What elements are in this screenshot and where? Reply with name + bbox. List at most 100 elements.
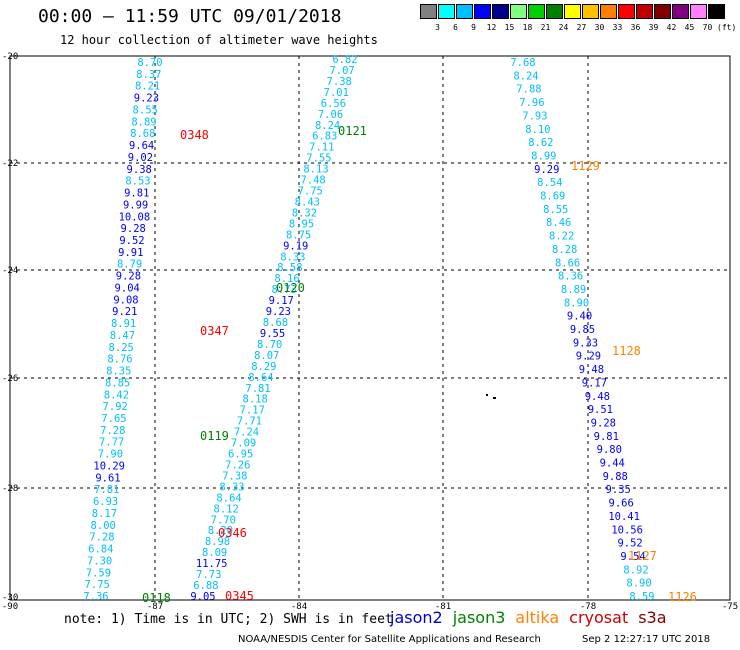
wave-height-value: 7.36: [83, 591, 108, 603]
wave-height-value: 8.33: [280, 251, 305, 263]
wave-height-value: 7.71: [237, 416, 262, 428]
wave-height-value: 9.61: [95, 472, 120, 484]
wave-height-value: 6.56: [321, 98, 346, 110]
wave-height-value: 10.56: [611, 524, 643, 536]
latitude-label: -22: [2, 159, 18, 169]
wave-height-value: 8.92: [623, 564, 648, 576]
map-title: 00:00 – 11:59 UTC 09/01/2018: [38, 6, 342, 27]
color-swatch: [420, 4, 437, 19]
color-scale-label: 6: [453, 23, 458, 32]
wave-height-value: 7.90: [98, 449, 123, 461]
wave-height-value: 10.41: [608, 511, 640, 523]
wave-height-value: 6.93: [93, 496, 118, 508]
wave-height-value: 8.53: [125, 176, 150, 188]
wave-height-value: 8.70: [257, 339, 282, 351]
longitude-label: -87: [147, 602, 163, 612]
wave-height-value: 8.89: [131, 116, 156, 128]
pass-time-label: 1127: [628, 549, 657, 563]
wave-height-value: 9.51: [588, 404, 613, 416]
wave-height-value: 7.73: [196, 569, 221, 581]
pass-time-label: 0119: [200, 429, 229, 443]
wave-height-value: 9.29: [534, 164, 559, 176]
wave-height-value: 7.30: [87, 555, 112, 567]
wave-height-value: 7.28: [89, 532, 114, 544]
color-scale-label: 24: [558, 23, 569, 32]
wave-height-value: 8.73: [271, 284, 296, 296]
altimeter-tracks: 8.708.378.219.238.558.898.689.649.029.38…: [83, 54, 654, 603]
color-scale-label: 18: [522, 23, 533, 32]
wave-height-value: 7.09: [231, 438, 256, 450]
pass-time-label: 0347: [200, 324, 229, 338]
color-scale-label: 12: [486, 23, 497, 32]
color-swatch: [510, 4, 527, 19]
wave-height-value: 8.75: [286, 229, 311, 241]
track-right: 7.688.247.887.967.938.108.628.999.298.54…: [510, 57, 654, 603]
latitude-label: -20: [2, 52, 18, 62]
wave-height-value: 8.47: [110, 330, 135, 342]
wave-height-value: 8.28: [552, 244, 577, 256]
wave-height-value: 8.25: [109, 342, 134, 354]
wave-height-value: 9.55: [260, 328, 285, 340]
wave-height-value: 9.29: [576, 351, 601, 363]
wave-height-value: 9.80: [597, 444, 622, 456]
latitude-label: -24: [2, 266, 18, 276]
wave-height-value: 7.38: [327, 76, 352, 88]
wave-height-value: 8.76: [107, 354, 132, 366]
wave-height-value: 7.75: [298, 186, 323, 198]
wave-height-value: 8.58: [277, 262, 302, 274]
pass-time-label: 0120: [276, 281, 305, 295]
pass-time-label: 0348: [180, 128, 209, 142]
wave-height-value: 8.24: [513, 70, 538, 82]
wave-height-value: 7.24: [234, 427, 259, 439]
wave-height-value: 9.17: [582, 377, 607, 389]
satellite-legend-item: jason3: [452, 608, 506, 627]
wave-height-value: 8.36: [558, 271, 583, 283]
wave-height-value: 6.88: [193, 580, 218, 592]
wave-height-value: 8.99: [531, 150, 556, 162]
wave-height-value: 8.37: [136, 69, 161, 81]
wave-height-value: 7.77: [99, 437, 124, 449]
wave-height-value: 9.28: [116, 271, 141, 283]
wave-height-value: 7.70: [211, 514, 236, 526]
longitude-label: -78: [580, 602, 596, 612]
wave-height-value: 9.38: [127, 164, 152, 176]
land-speck: [493, 397, 496, 399]
wave-height-value: 7.81: [94, 484, 119, 496]
map-subtitle: 12 hour collection of altimeter wave hei…: [60, 33, 378, 47]
wave-height-value: 8.85: [105, 377, 130, 389]
wave-height-value: 8.46: [546, 217, 571, 229]
longitude-label: -75: [722, 602, 738, 612]
color-swatch: [708, 4, 725, 19]
generation-timestamp: Sep 2 12:27:17 UTC 2018: [582, 634, 711, 645]
wave-height-value: 8.55: [133, 104, 158, 116]
wave-height-value: 8.89: [561, 284, 586, 296]
longitude-label: -84: [291, 602, 307, 612]
wave-height-value: 8.32: [292, 207, 317, 219]
wave-height-value: 9.66: [609, 498, 634, 510]
latitude-label: -30: [2, 593, 18, 603]
wave-height-value: 8.55: [543, 204, 568, 216]
pass-time-label: 0345: [225, 589, 254, 603]
wave-height-value: 9.19: [283, 240, 308, 252]
wave-height-value: 8.79: [117, 259, 142, 271]
wave-height-value: 7.01: [324, 87, 349, 99]
wave-height-value: 8.33: [219, 481, 244, 493]
pass-time-label: 0121: [338, 124, 367, 138]
wave-height-value: 9.54: [620, 551, 645, 563]
wave-height-value: 8.10: [525, 124, 550, 136]
wave-height-value: 9.23: [134, 93, 159, 105]
color-scale-label: 39: [648, 23, 659, 32]
color-scale-label: 36: [630, 23, 641, 32]
color-swatch: [528, 4, 545, 19]
wave-height-value: 9.02: [128, 152, 153, 164]
wave-height-value: 9.81: [124, 188, 149, 200]
color-swatch: [672, 4, 689, 19]
color-scale-label: 15: [504, 23, 515, 32]
pass-time-label: 1128: [612, 344, 641, 358]
wave-height-value: 9.33: [573, 337, 598, 349]
wave-height-value: 9.05: [190, 591, 215, 603]
latitude-label: -28: [2, 484, 18, 494]
wave-height-value: 8.22: [549, 231, 574, 243]
longitude-label: -81: [435, 602, 451, 612]
track-mid: 6.827.077.387.016.567.068.246.837.117.55…: [190, 54, 357, 603]
